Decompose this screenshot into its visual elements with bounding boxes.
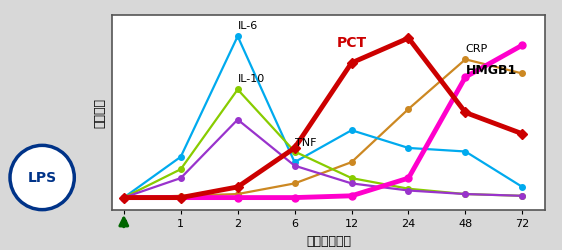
Y-axis label: 血浆浓度: 血浆浓度 [94, 98, 107, 128]
Text: CRP: CRP [465, 44, 488, 54]
Text: IL-6: IL-6 [238, 21, 258, 31]
Circle shape [10, 145, 74, 210]
Text: PCT: PCT [337, 36, 366, 51]
X-axis label: 时间（小时）: 时间（小时） [306, 234, 351, 248]
Text: TNF: TNF [294, 138, 316, 148]
Text: IL-10: IL-10 [238, 74, 265, 84]
Text: LPS: LPS [28, 170, 57, 184]
Text: HMGB1: HMGB1 [465, 64, 516, 77]
